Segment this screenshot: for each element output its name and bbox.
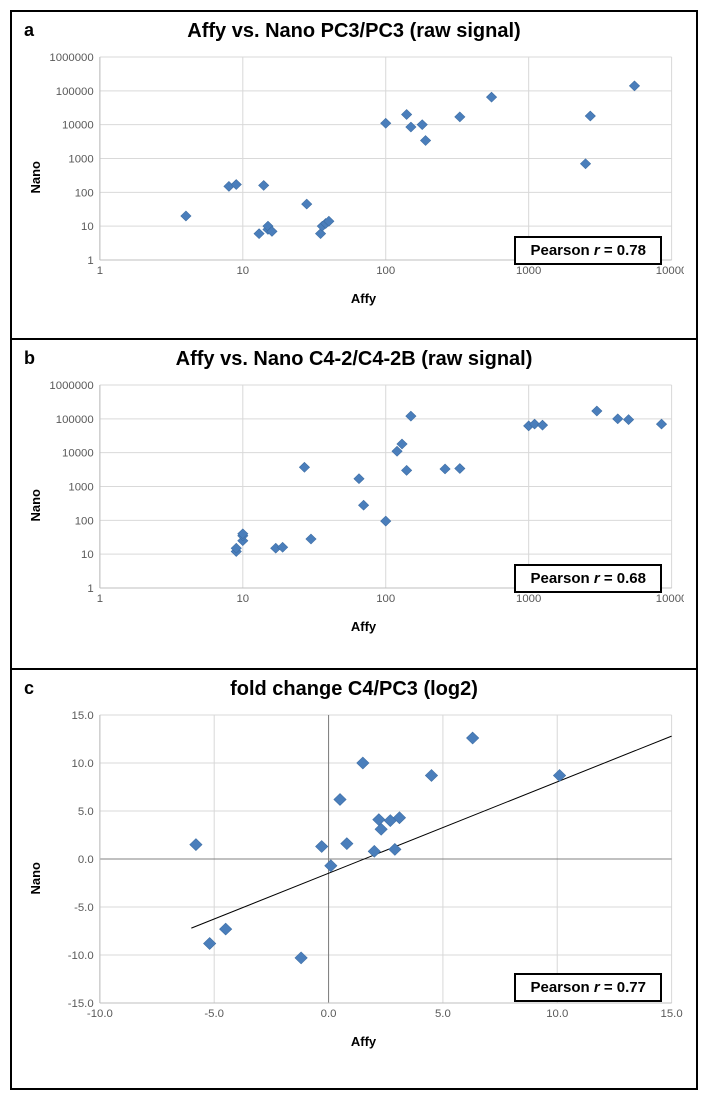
pearson-box: Pearson r = 0.78 [514,236,662,265]
svg-text:10.0: 10.0 [546,1008,568,1020]
panel-title: Affy vs. Nano C4-2/C4-2B (raw signal) [24,348,684,371]
svg-text:10000: 10000 [62,120,94,132]
y-axis-label: Nano [24,862,43,895]
svg-text:10000: 10000 [656,265,684,277]
pearson-label: Pearson [530,570,589,587]
x-axis-label: Affy [43,619,684,634]
svg-text:1: 1 [87,583,93,595]
svg-text:15.0: 15.0 [72,710,94,722]
svg-text:5.0: 5.0 [78,806,94,818]
svg-text:1: 1 [97,593,103,605]
svg-text:15.0: 15.0 [661,1008,683,1020]
svg-text:10.0: 10.0 [72,758,94,770]
y-axis-label: Nano [24,489,43,522]
panel-c: c fold change C4/PC3 (log2) Nano -15.0-1… [10,670,698,1090]
panel-letter: b [24,348,35,369]
svg-text:-10.0: -10.0 [87,1008,113,1020]
pearson-box: Pearson r = 0.77 [514,973,662,1002]
svg-text:1000: 1000 [516,593,541,605]
plot-wrap: Nano 11010010001000010000010000001101001… [24,377,684,634]
svg-text:0.0: 0.0 [78,854,94,866]
svg-text:10: 10 [81,221,94,233]
svg-text:1000: 1000 [516,265,541,277]
svg-text:100: 100 [376,593,395,605]
svg-text:-10.0: -10.0 [68,950,94,962]
chart-container: -15.0-10.0-5.00.05.010.015.0-10.0-5.00.0… [43,707,684,1032]
y-axis-label: Nano [24,161,43,194]
svg-text:-5.0: -5.0 [74,902,94,914]
panel-letter: c [24,678,34,699]
chart-container: 1 10 100 1000 10000 100000 1000000 1 10 100 1000 10… [43,377,684,617]
svg-text:1: 1 [87,255,93,267]
panel-letter: a [24,20,34,41]
svg-text:-5.0: -5.0 [204,1008,224,1020]
panel-a: a Affy vs. Nano PC3/PC3 (raw signal) Nan… [10,10,698,340]
x-axis-label: Affy [43,291,684,306]
plot-wrap: Nano -15.0-10.0-5.00.05.010.015.0-10.0-5… [24,707,684,1049]
svg-text:1: 1 [97,265,103,277]
pearson-label: Pearson [530,979,589,996]
svg-text:10: 10 [81,549,94,561]
svg-text:1000: 1000 [68,154,93,166]
svg-text:10: 10 [236,265,249,277]
svg-text:5.0: 5.0 [435,1008,451,1020]
pearson-value: = 0.68 [600,570,646,587]
svg-text:100000: 100000 [56,86,94,98]
svg-text:1000: 1000 [68,482,93,494]
x-axis-label: Affy [43,1034,684,1049]
svg-text:10000: 10000 [656,593,684,605]
panel-title: fold change C4/PC3 (log2) [24,678,684,701]
svg-text:100000: 100000 [56,414,94,426]
panel-b: b Affy vs. Nano C4-2/C4-2B (raw signal) … [10,340,698,670]
chart-container: 1 10 100 1000 10000 100000 1000000 1 10 100 1000 10… [43,49,684,289]
svg-text:100: 100 [75,187,94,199]
pearson-box: Pearson r = 0.68 [514,564,662,593]
svg-text:0.0: 0.0 [321,1008,337,1020]
svg-text:100: 100 [376,265,395,277]
panel-title: Affy vs. Nano PC3/PC3 (raw signal) [24,20,684,43]
svg-text:10000: 10000 [62,448,94,460]
svg-text:1000000: 1000000 [49,52,93,64]
pearson-value: = 0.77 [600,979,646,996]
pearson-value: = 0.78 [600,242,646,259]
pearson-label: Pearson [530,242,589,259]
plot-wrap: Nano 11010010001000010000010000001101001… [24,49,684,306]
svg-text:100: 100 [75,515,94,527]
svg-text:10: 10 [236,593,249,605]
svg-text:1000000: 1000000 [49,380,93,392]
